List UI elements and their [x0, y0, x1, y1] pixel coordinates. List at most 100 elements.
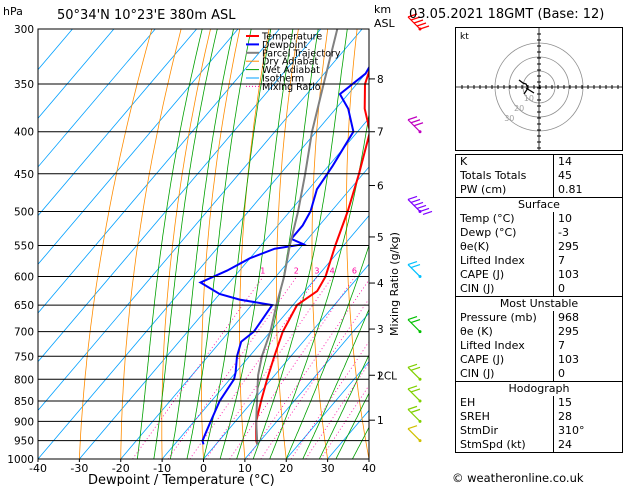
indices-table: K 14 Totals Totals 45 PW (cm) 0.81 Surface … — [455, 154, 623, 453]
hodograph-panel: kt 10 20 30 — [455, 27, 623, 151]
km-tick-label: 7 — [377, 127, 384, 139]
parcel-trajectory-line — [255, 29, 339, 445]
surface-li-label: Lifted Index — [455, 254, 554, 268]
pressure-tick-label: 450 — [14, 169, 34, 181]
wind-barb-feather — [422, 210, 433, 216]
surface-cape-value: 103 — [553, 268, 623, 282]
x-tick-label: -40 — [29, 462, 47, 475]
isotherm-line — [38, 29, 322, 363]
pressure-tick-label: 750 — [14, 351, 34, 363]
mu-thetae-label: θe (K) — [455, 325, 554, 339]
hodograph-unit-label: kt — [460, 32, 469, 42]
mixing-ratio-value: 2 — [294, 267, 299, 276]
isotherm-line — [38, 29, 73, 71]
km-tick-label: 6 — [377, 181, 384, 193]
hodograph-ring-label: 30 — [504, 114, 514, 123]
surface-cin-value: 0 — [553, 282, 623, 297]
mixing-ratio-axis-label: Mixing Ratio (g/kg) — [388, 232, 401, 336]
wind-barb — [407, 385, 422, 403]
hodograph-title: Hodograph — [455, 381, 623, 396]
mixing-ratio-value: 3 — [314, 267, 319, 276]
surface-li-value: 7 — [553, 254, 623, 268]
stmdir-value: 310° — [553, 424, 623, 438]
credit-link[interactable]: © weatheronline.co.uk — [452, 471, 584, 485]
wind-barb — [407, 13, 430, 31]
x-tick-label: -30 — [70, 462, 88, 475]
k-label: K — [455, 154, 554, 169]
mixing-ratio-line — [132, 276, 264, 459]
pressure-tick-label: 850 — [14, 396, 34, 408]
wet-adiabat-line — [136, 29, 203, 459]
surface-cin-label: CIN (J) — [455, 282, 554, 297]
wind-barb-feather — [407, 116, 418, 121]
wind-barb-feather — [410, 319, 421, 324]
wind-barb-feather — [410, 16, 421, 21]
location-label: 50°34'N 10°23'E 380m ASL — [57, 8, 236, 23]
pressure-tick-label: 350 — [14, 79, 34, 91]
wind-barb — [407, 425, 422, 443]
mixing-ratio-line — [229, 276, 356, 459]
wind-barb-feather — [410, 366, 421, 371]
wind-barb-station — [418, 330, 422, 334]
x-axis-label: Dewpoint / Temperature (°C) — [88, 473, 275, 486]
pressure-tick-label: 550 — [14, 240, 34, 252]
k-value: 14 — [553, 154, 623, 169]
wind-barb-station — [418, 275, 422, 279]
wind-barb — [407, 195, 433, 216]
pw-value: 0.81 — [553, 183, 623, 198]
pressure-tick-label: 800 — [14, 374, 34, 386]
mu-pressure-label: Pressure (mb) — [455, 311, 554, 325]
sreh-label: SREH — [455, 410, 554, 424]
wind-barb-feather — [416, 204, 427, 210]
wind-barb-feather — [419, 207, 430, 213]
isotherm-line — [38, 29, 197, 217]
hodograph-ring-label: 20 — [514, 104, 524, 113]
mu-li-value: 7 — [553, 339, 623, 353]
wind-barb-feather — [407, 195, 418, 201]
wind-barb-feather — [407, 405, 418, 410]
isotherm-line — [38, 29, 363, 411]
wind-barb-staff — [407, 388, 421, 402]
x-tick-label: 40 — [362, 462, 376, 475]
pressure-tick-label: 400 — [14, 127, 34, 139]
mu-pressure-value: 968 — [553, 311, 623, 325]
pressure-tick-label: 900 — [14, 416, 34, 428]
eh-label: EH — [455, 396, 554, 410]
mu-cin-label: CIN (J) — [455, 367, 554, 382]
wind-barb-feather — [407, 260, 418, 266]
pressure-tick-label: 700 — [14, 327, 34, 339]
wind-barb — [407, 316, 422, 334]
dry-adiabat-line — [412, 29, 452, 459]
x-tick-label: -10 — [153, 462, 171, 475]
pressure-tick-label: 500 — [14, 206, 34, 218]
wind-barb-station — [418, 130, 422, 134]
wind-barb-feather — [410, 119, 421, 124]
mixing-ratio-value: 25 — [438, 267, 448, 276]
pressure-lines — [38, 28, 369, 460]
wind-barb-staff — [407, 428, 421, 442]
lcl-label: LCL — [378, 370, 397, 382]
wind-barb-feather — [413, 19, 424, 24]
pressure-tick-label: 600 — [14, 272, 34, 284]
wind-barb-feather — [410, 198, 421, 204]
dry-adiabat-line — [120, 29, 182, 459]
wind-barb-feather — [407, 13, 418, 18]
isotherm-line — [161, 215, 369, 459]
legend-entry: Dry Adiabat — [262, 57, 319, 68]
surface-temp-label: Temp (°C) — [455, 212, 554, 226]
eh-value: 15 — [553, 396, 623, 410]
wind-barb-feather — [407, 316, 418, 321]
wet-adiabat-line — [302, 308, 369, 459]
surface-temp-value: 10 — [553, 212, 623, 226]
isotherm-line — [244, 312, 369, 459]
isotherm-line — [79, 117, 369, 459]
wet-adiabat-line — [318, 354, 369, 459]
hodograph-ring-label: 10 — [524, 94, 534, 103]
km-tick-label: 1 — [377, 415, 384, 427]
km-tick-label: 2 — [377, 370, 384, 382]
hpa-unit-label: hPa — [3, 5, 23, 18]
legend-entry: Mixing Ratio — [262, 82, 321, 93]
mu-li-label: Lifted Index — [455, 339, 554, 353]
